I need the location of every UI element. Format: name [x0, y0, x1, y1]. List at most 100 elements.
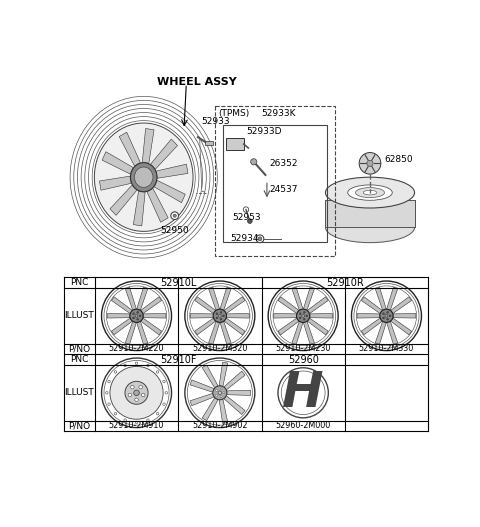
Circle shape	[303, 318, 305, 320]
Circle shape	[223, 392, 225, 394]
Ellipse shape	[356, 188, 384, 198]
Polygon shape	[387, 321, 398, 344]
Circle shape	[256, 235, 264, 242]
Polygon shape	[227, 314, 249, 318]
Circle shape	[387, 318, 388, 320]
Circle shape	[213, 386, 227, 400]
Polygon shape	[125, 321, 136, 344]
Circle shape	[114, 413, 117, 415]
Polygon shape	[111, 297, 132, 314]
Text: ILLUST: ILLUST	[64, 388, 94, 397]
Polygon shape	[220, 321, 231, 344]
Polygon shape	[224, 318, 245, 335]
Polygon shape	[99, 176, 131, 190]
FancyBboxPatch shape	[226, 138, 244, 150]
Polygon shape	[142, 129, 154, 163]
Circle shape	[130, 309, 143, 323]
Circle shape	[156, 413, 159, 415]
Circle shape	[163, 380, 165, 383]
Text: P/NO: P/NO	[68, 345, 90, 354]
Bar	[223, 125, 327, 242]
Circle shape	[135, 315, 138, 317]
Bar	[215, 105, 335, 256]
Text: 52910F: 52910F	[160, 355, 196, 365]
Polygon shape	[141, 297, 162, 314]
Polygon shape	[151, 139, 178, 169]
Circle shape	[220, 388, 222, 390]
Text: 52953: 52953	[232, 213, 261, 222]
Circle shape	[223, 315, 224, 317]
Circle shape	[216, 389, 217, 392]
Circle shape	[134, 390, 139, 396]
Circle shape	[213, 309, 227, 323]
Circle shape	[306, 315, 308, 317]
Polygon shape	[202, 365, 218, 388]
Ellipse shape	[363, 190, 377, 195]
Text: ILLUST: ILLUST	[64, 311, 94, 320]
Text: 52933K: 52933K	[262, 109, 296, 118]
Circle shape	[303, 311, 305, 313]
Polygon shape	[292, 287, 303, 310]
Polygon shape	[393, 314, 416, 318]
Circle shape	[251, 159, 257, 165]
Polygon shape	[224, 371, 245, 390]
Circle shape	[359, 152, 381, 174]
Circle shape	[156, 370, 159, 373]
Polygon shape	[209, 321, 220, 344]
Polygon shape	[195, 318, 216, 335]
Polygon shape	[357, 314, 380, 318]
Polygon shape	[119, 132, 141, 166]
Polygon shape	[202, 398, 218, 421]
Polygon shape	[147, 188, 168, 222]
Polygon shape	[141, 318, 162, 335]
Circle shape	[165, 392, 168, 394]
Text: P/NO: P/NO	[68, 422, 90, 431]
Polygon shape	[375, 287, 386, 310]
Ellipse shape	[95, 123, 193, 231]
Text: 52910L: 52910L	[160, 278, 196, 288]
Text: 26352: 26352	[269, 159, 298, 168]
Ellipse shape	[134, 167, 153, 188]
Ellipse shape	[325, 212, 415, 242]
Text: 52910R: 52910R	[326, 278, 364, 288]
Polygon shape	[111, 318, 132, 335]
Text: 52910-2M320: 52910-2M320	[192, 345, 248, 354]
Circle shape	[125, 382, 148, 404]
Circle shape	[218, 315, 221, 317]
Polygon shape	[303, 287, 314, 310]
Circle shape	[380, 309, 393, 323]
Polygon shape	[125, 287, 136, 310]
Polygon shape	[102, 152, 133, 174]
Polygon shape	[310, 314, 333, 318]
Polygon shape	[224, 297, 245, 314]
Circle shape	[110, 366, 163, 419]
Circle shape	[367, 160, 373, 167]
Circle shape	[124, 419, 126, 421]
Circle shape	[302, 315, 304, 317]
Circle shape	[142, 393, 145, 397]
Circle shape	[383, 317, 384, 319]
Polygon shape	[361, 297, 382, 314]
Text: WHEEL ASSY: WHEEL ASSY	[156, 77, 236, 87]
Polygon shape	[191, 314, 213, 318]
Circle shape	[108, 403, 110, 405]
Circle shape	[218, 391, 222, 395]
Text: 52910-2M902: 52910-2M902	[192, 422, 248, 431]
Circle shape	[132, 313, 134, 315]
Circle shape	[135, 398, 138, 402]
Circle shape	[163, 403, 165, 405]
Polygon shape	[137, 321, 148, 344]
Ellipse shape	[325, 177, 415, 208]
Polygon shape	[307, 297, 328, 314]
Circle shape	[137, 311, 139, 313]
Text: (TPMS): (TPMS)	[218, 109, 249, 118]
Circle shape	[131, 385, 134, 389]
Circle shape	[132, 317, 134, 319]
Text: PNC: PNC	[70, 355, 89, 364]
Circle shape	[300, 313, 301, 315]
Polygon shape	[156, 164, 188, 178]
Circle shape	[114, 370, 117, 373]
Ellipse shape	[131, 163, 157, 192]
Circle shape	[278, 368, 328, 418]
Circle shape	[173, 214, 176, 217]
